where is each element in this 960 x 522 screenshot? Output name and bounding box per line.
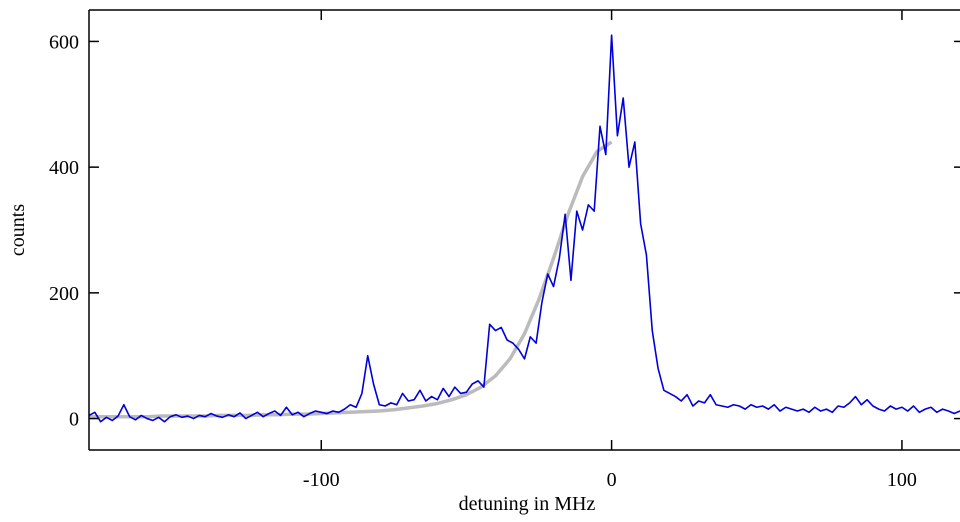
x-tick-label: 100 xyxy=(887,469,917,491)
y-tick-label: 200 xyxy=(49,283,79,305)
y-tick-label: 0 xyxy=(69,409,79,431)
x-axis-label: detuning in MHz xyxy=(459,493,596,515)
x-tick-label: -100 xyxy=(303,469,340,491)
data-line xyxy=(89,140,613,419)
data-line xyxy=(88,34,960,423)
y-tick-label: 600 xyxy=(49,31,79,53)
y-tick-label: 400 xyxy=(49,157,79,179)
y-axis-label: counts xyxy=(7,204,29,256)
x-tick-label: 0 xyxy=(607,469,617,491)
